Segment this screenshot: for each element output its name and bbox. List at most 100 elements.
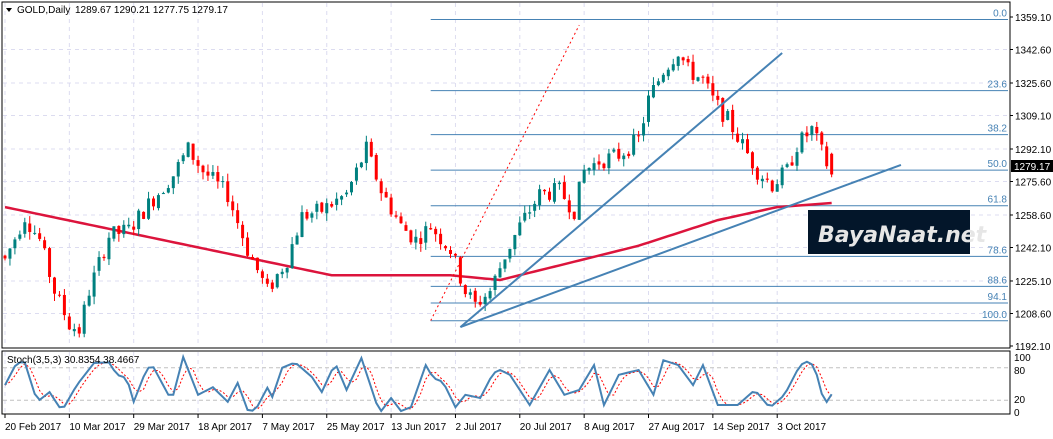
bull-candle <box>13 239 17 249</box>
bull-candle <box>122 224 126 235</box>
stoch-label: Stoch(3,5,3) 30.8354 38.4667 <box>7 355 140 366</box>
angle-trendline <box>430 24 580 321</box>
bull-candle <box>513 234 517 250</box>
bull-candle <box>315 203 319 212</box>
bull-candle <box>33 232 37 234</box>
bear-candle <box>617 148 621 159</box>
bull-candle <box>533 203 537 211</box>
bear-candle <box>3 255 7 259</box>
price-tick-label: 1309.10 <box>1015 112 1052 123</box>
bear-candle <box>562 182 566 199</box>
ma200-line <box>4 201 832 282</box>
date-tick-label: 27 Aug 2017 <box>649 422 706 433</box>
stoch-scale-label: 0 <box>1014 408 1020 419</box>
chart-header: GOLD,Daily 1289.67 1290.21 1277.75 1279.… <box>6 5 228 366</box>
bull-candle <box>528 212 532 214</box>
bear-candle <box>404 225 408 231</box>
bear-candle <box>830 153 834 175</box>
fib-level-label: 94.1 <box>988 292 1008 303</box>
fib-level-label: 100.0 <box>982 310 1007 321</box>
bull-candle <box>656 81 660 86</box>
bull-candle <box>181 155 185 162</box>
bull-candle <box>538 189 542 206</box>
bull-candle <box>498 268 502 278</box>
bear-candle <box>736 133 740 142</box>
bear-candle <box>369 141 373 157</box>
time-axis[interactable]: 20 Feb 2017 10 Mar 2017 29 Mar 2017 18 Apr … <box>4 414 827 433</box>
bear-candle <box>384 191 388 198</box>
stoch-scale-label: 80 <box>1014 366 1026 377</box>
bull-candle <box>676 56 680 66</box>
bear-candle <box>637 135 641 137</box>
bull-candle <box>607 153 611 169</box>
bull-candle <box>592 163 596 170</box>
bull-candle <box>171 176 175 189</box>
bear-candle <box>260 271 264 278</box>
bull-candle <box>795 152 799 166</box>
bull-candle <box>775 184 779 192</box>
bear-candle <box>458 257 462 284</box>
bear-candle <box>389 197 393 215</box>
price-axis[interactable]: 1359.10 1342.60 1325.60 1309.10 1292.10 1275.… <box>1010 13 1052 353</box>
bull-candle <box>557 182 561 185</box>
current-price-tag: 1279.17 <box>1011 160 1053 173</box>
bull-candle <box>800 132 804 153</box>
bull-candle <box>622 155 626 160</box>
fibonacci-retracement[interactable]: 0.0 23.6 38.2 50.0 61.8 78.6 88.6 94.1 100.0 <box>430 9 1008 322</box>
bear-candle <box>572 211 576 219</box>
bear-candle <box>57 294 61 296</box>
bull-candle <box>780 167 784 186</box>
bull-candle <box>87 295 91 306</box>
trendlines[interactable] <box>430 24 902 329</box>
stoch-panel-frame <box>1 350 1011 415</box>
bull-candle <box>23 222 27 234</box>
bull-candle <box>726 111 730 120</box>
bear-candle <box>449 250 452 254</box>
date-tick-label: 3 Oct 2017 <box>777 422 826 433</box>
bull-candle <box>335 198 339 205</box>
date-tick-label: 29 Mar 2017 <box>134 422 191 433</box>
bull-candle <box>127 224 131 227</box>
bull-candle <box>295 235 299 245</box>
stoch-scale-label: 20 <box>1014 395 1026 406</box>
bull-candle <box>661 74 665 82</box>
bull-candle <box>300 212 304 237</box>
bear-candle <box>38 233 42 239</box>
date-tick-label: 7 May 2017 <box>262 422 315 433</box>
bear-candle <box>226 181 230 203</box>
bear-candle <box>251 256 254 260</box>
date-tick-label: 14 Sep 2017 <box>713 422 770 433</box>
bear-candle <box>543 189 547 192</box>
bear-candle <box>255 257 259 271</box>
bull-candle <box>741 139 745 144</box>
fib-level-label: 88.6 <box>988 275 1008 286</box>
bear-candle <box>305 211 309 219</box>
bear-candle <box>473 290 477 302</box>
bull-candle <box>364 141 368 164</box>
bear-candle <box>216 172 220 182</box>
date-tick-label: 13 Jun 2017 <box>391 422 446 433</box>
bear-candle <box>201 165 205 173</box>
main-panel-frame <box>1 1 1011 349</box>
support-trendline <box>460 164 902 329</box>
dropdown-triangle-icon[interactable] <box>6 8 12 12</box>
bull-candle <box>359 162 363 168</box>
bear-candle <box>825 146 829 167</box>
bull-candle <box>161 193 165 195</box>
ohlc-label: 1289.67 1290.21 1277.75 1279.17 <box>75 5 228 16</box>
bear-candle <box>270 282 274 289</box>
price-tick-label: 1242.10 <box>1015 243 1052 254</box>
bull-candle <box>147 198 151 219</box>
bull-candle <box>577 181 581 220</box>
bear-candle <box>102 256 106 259</box>
bear-candle <box>444 246 448 249</box>
date-tick-label: 2 Jul 2017 <box>455 422 502 433</box>
bull-candle <box>760 178 764 182</box>
bull-candle <box>112 226 116 239</box>
bull-candle <box>82 304 86 334</box>
bull-candle <box>671 64 675 71</box>
date-tick-label: 18 Apr 2017 <box>198 422 252 433</box>
bull-candle <box>18 234 22 239</box>
bear-candle <box>330 204 334 207</box>
